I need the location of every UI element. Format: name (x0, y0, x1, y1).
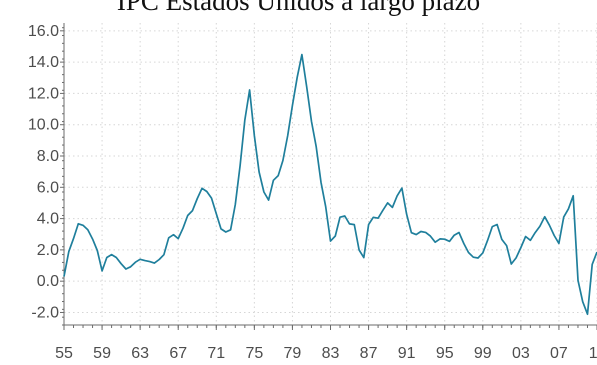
tick-labels: -2.0 0.0 2.0 4.0 6.0 8.0 10.0 12.0 14.0 16.0 55 59 6… (28, 23, 597, 362)
y-tick-label: 2.0 (37, 242, 59, 259)
y-tick-label: 14.0 (28, 54, 59, 71)
x-tick-label: 71 (207, 345, 225, 362)
y-tick-label: 4.0 (37, 211, 59, 228)
x-tick-label: 03 (512, 345, 530, 362)
x-tick-label: 55 (55, 345, 73, 362)
cpi-series-line (63, 53, 597, 316)
y-tick-label: 0.0 (37, 273, 59, 290)
x-tick-label: 87 (360, 345, 378, 362)
y-tick-label: -2.0 (31, 304, 59, 321)
x-tick-label: 07 (550, 345, 568, 362)
x-tick-label: 59 (93, 345, 111, 362)
x-tick-label: 75 (245, 345, 263, 362)
chart-title: IPC Estados Unidos a largo plazo (116, 0, 481, 16)
x-tick-label: 95 (436, 345, 454, 362)
x-tick-label: 63 (131, 345, 149, 362)
x-tick-label: 79 (284, 345, 302, 362)
x-tick-label: 99 (474, 345, 492, 362)
y-tick-label: 8.0 (37, 148, 59, 165)
y-tick-label: 12.0 (28, 85, 59, 102)
x-tick-label: 83 (322, 345, 340, 362)
series-layer (63, 53, 597, 316)
x-tick-label: 11 (589, 345, 597, 362)
x-tick-label: 91 (398, 345, 416, 362)
y-tick-label: 10.0 (28, 117, 59, 134)
y-tick-label: 6.0 (37, 179, 59, 196)
y-tick-label: 16.0 (28, 23, 59, 40)
grid-lines (63, 23, 597, 325)
x-tick-label: 67 (169, 345, 187, 362)
